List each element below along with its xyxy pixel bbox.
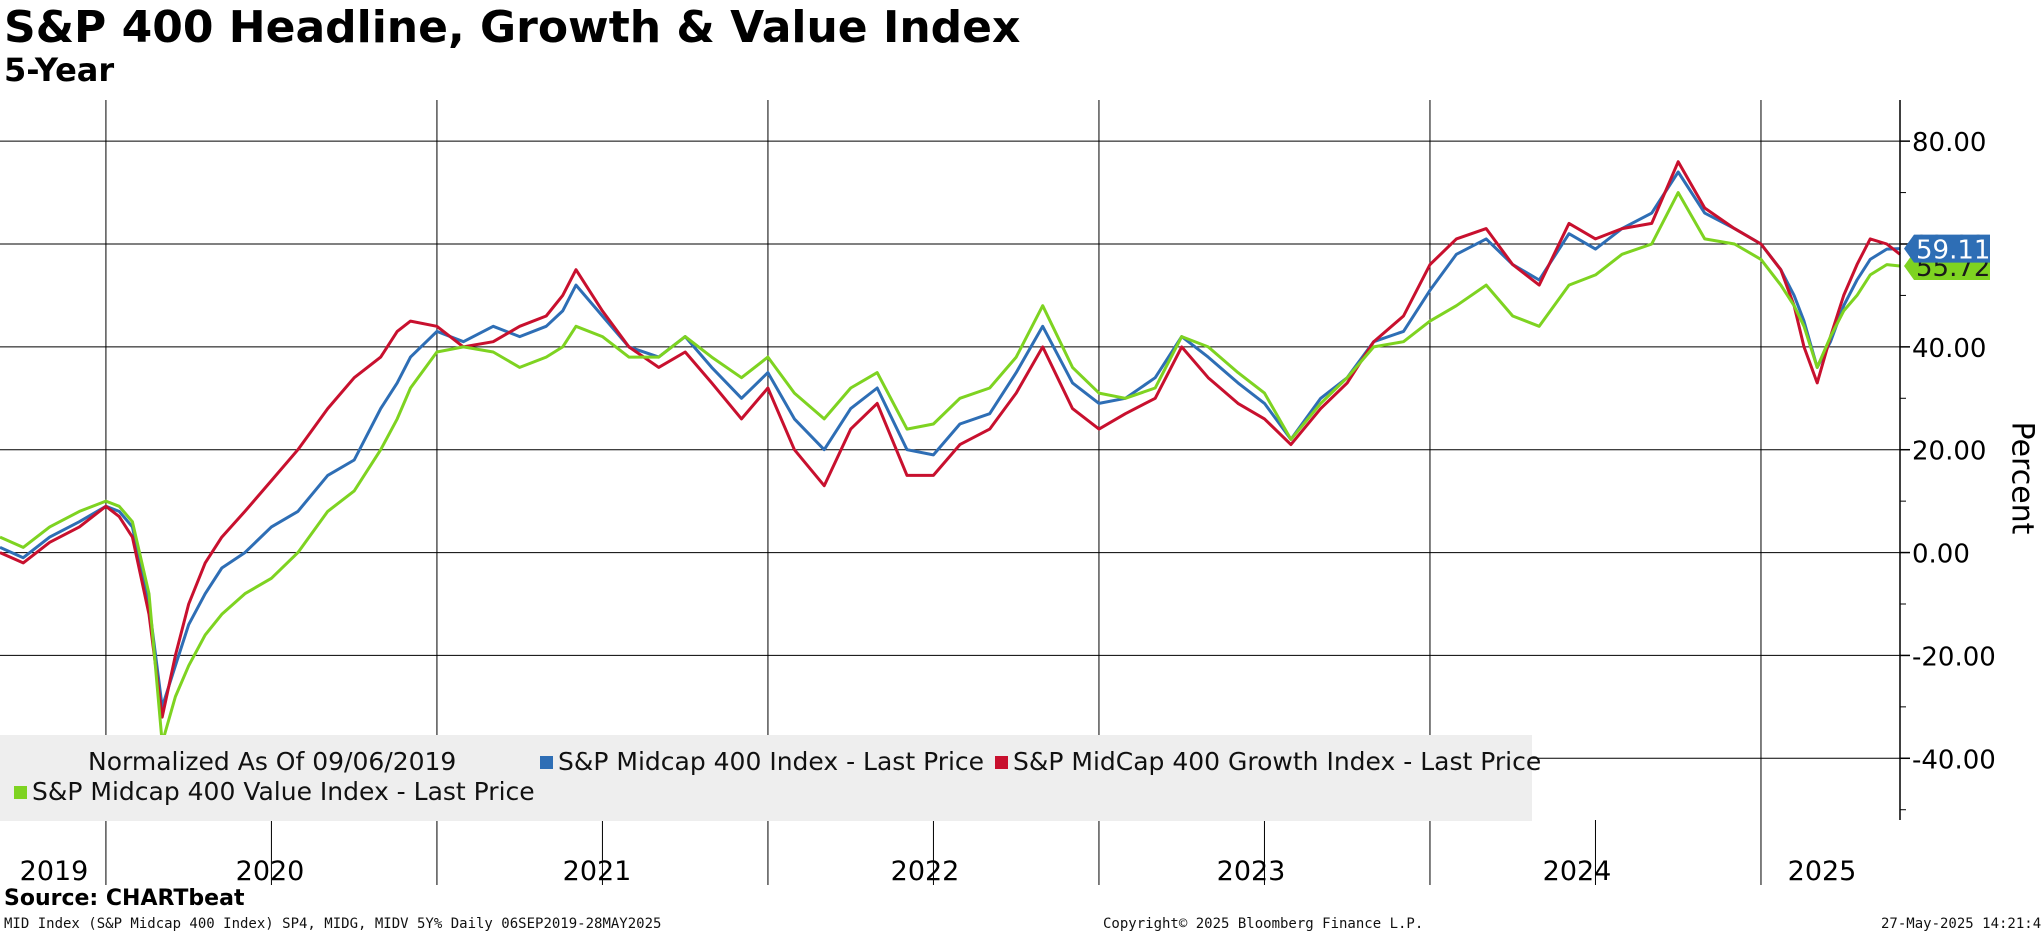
x-tick-label-2020: 2020 [235,856,305,887]
y-tick-label: -40.00 [1912,745,1996,775]
legend-item-value: S&P Midcap 400 Value Index - Last Price [14,777,535,807]
y-axis-label: Percent [2004,421,2040,535]
source-note: Source: CHARTbeat [4,886,245,911]
x-tick-label-2025: 2025 [1787,856,1857,887]
legend-normalized-note: Normalized As Of 09/06/2019 [88,747,457,776]
legend-swatch-headline [540,756,553,769]
y-tick-label: 80.00 [1912,128,1986,158]
legend-label-value: S&P Midcap 400 Value Index - Last Price [32,777,535,806]
y-tick-label: 20.00 [1912,437,1986,467]
x-tick-label-2019: 2019 [19,856,89,887]
last-value-tag-headline-bg [1904,234,1990,263]
chart-subtitle: 5-Year [4,51,115,89]
last-value-tag-headline: 59.11 [1904,234,1990,266]
x-tick-label-2021: 2021 [562,856,632,887]
x-tick-label-2024: 2024 [1542,856,1612,887]
chart-title: S&P 400 Headline, Growth & Value Index [4,2,1021,53]
series-layer [0,160,1901,745]
series-line-2 [0,191,1901,745]
footer-copyright: Copyright© 2025 Bloomberg Finance L.P. [1103,916,1424,932]
x-tick-label-2023: 2023 [1216,856,1286,887]
y-axis: 80.0060.0040.0020.000.00-20.00-40.0055.7… [1899,100,1996,820]
x-tick-label-2022: 2022 [890,856,960,887]
series-line-0 [0,170,1901,709]
y-tick-label: 40.00 [1912,334,1986,364]
legend-label-headline: S&P Midcap 400 Index - Last Price [558,747,985,776]
series-line-1 [0,160,1901,719]
legend-swatch-growth [995,756,1008,769]
last-value-tag-headline-text: 59.11 [1916,236,1990,266]
legend-swatch-value [14,786,27,799]
footer-security-info: MID Index (S&P Midcap 400 Index) SP4, MI… [4,916,662,932]
footer-timestamp: 27-May-2025 14:21:41 [1881,916,2041,932]
legend-label-growth: S&P MidCap 400 Growth Index - Last Price [1013,747,1542,776]
legend-item-headline: S&P Midcap 400 Index - Last Price [540,747,984,777]
y-tick-label: 0.00 [1912,540,1970,570]
y-tick-label: -20.00 [1912,642,1996,672]
legend: Normalized As Of 09/06/2019 S&P Midcap 4… [0,735,1541,821]
legend-item-growth: S&P MidCap 400 Growth Index - Last Price [995,747,1541,777]
